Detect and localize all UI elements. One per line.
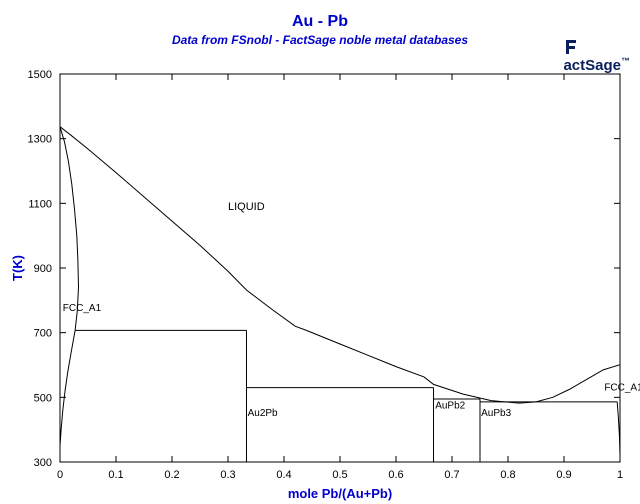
phase-label: Au2Pb bbox=[248, 408, 278, 419]
x-tick-label: 0 bbox=[57, 469, 63, 481]
x-tick-label: 0.1 bbox=[108, 469, 123, 481]
x-tick-label: 0.3 bbox=[220, 469, 235, 481]
x-tick-label: 0.7 bbox=[444, 469, 459, 481]
x-tick-label: 1 bbox=[617, 469, 623, 481]
x-tick-label: 0.5 bbox=[332, 469, 347, 481]
y-tick-label: 1300 bbox=[28, 134, 52, 146]
y-tick-label: 1500 bbox=[28, 69, 52, 81]
chart-subtitle: Data from FSnobl - FactSage noble metal … bbox=[172, 33, 468, 47]
phase-boundary bbox=[60, 127, 78, 331]
y-tick-label: 300 bbox=[34, 457, 52, 469]
y-tick-label: 500 bbox=[34, 392, 52, 404]
phase-boundary bbox=[60, 330, 75, 445]
phase-boundary bbox=[306, 330, 536, 403]
y-tick-label: 700 bbox=[34, 328, 52, 340]
phase-label: FCC_A1 bbox=[63, 303, 102, 314]
phase-boundary bbox=[60, 127, 306, 331]
x-tick-label: 0.4 bbox=[276, 469, 291, 481]
phase-label: LIQUID bbox=[228, 201, 265, 213]
plot-frame bbox=[60, 74, 620, 462]
chart-title: Au - Pb bbox=[292, 13, 348, 30]
x-tick-label: 0.8 bbox=[500, 469, 515, 481]
factsage-logo: actSage™ bbox=[563, 38, 630, 74]
phase-label: AuPb2 bbox=[435, 400, 465, 411]
phase-diagram-svg: Au - Pb Data from FSnobl - FactSage noble… bbox=[0, 0, 640, 504]
chart-canvas: Au - Pb Data from FSnobl - FactSage noble… bbox=[0, 0, 640, 504]
x-tick-label: 0.2 bbox=[164, 469, 179, 481]
y-tick-label: 1100 bbox=[28, 198, 52, 210]
logo-text: actSage™ bbox=[563, 57, 630, 74]
phase-label: AuPb3 bbox=[481, 408, 511, 419]
phase-label: FCC_A1 bbox=[604, 383, 640, 394]
x-tick-label: 0.9 bbox=[556, 469, 571, 481]
x-axis-label: mole Pb/(Au+Pb) bbox=[288, 486, 392, 501]
y-tick-label: 900 bbox=[34, 263, 52, 275]
y-axis-label: T(K) bbox=[10, 255, 25, 281]
x-tick-label: 0.6 bbox=[388, 469, 403, 481]
